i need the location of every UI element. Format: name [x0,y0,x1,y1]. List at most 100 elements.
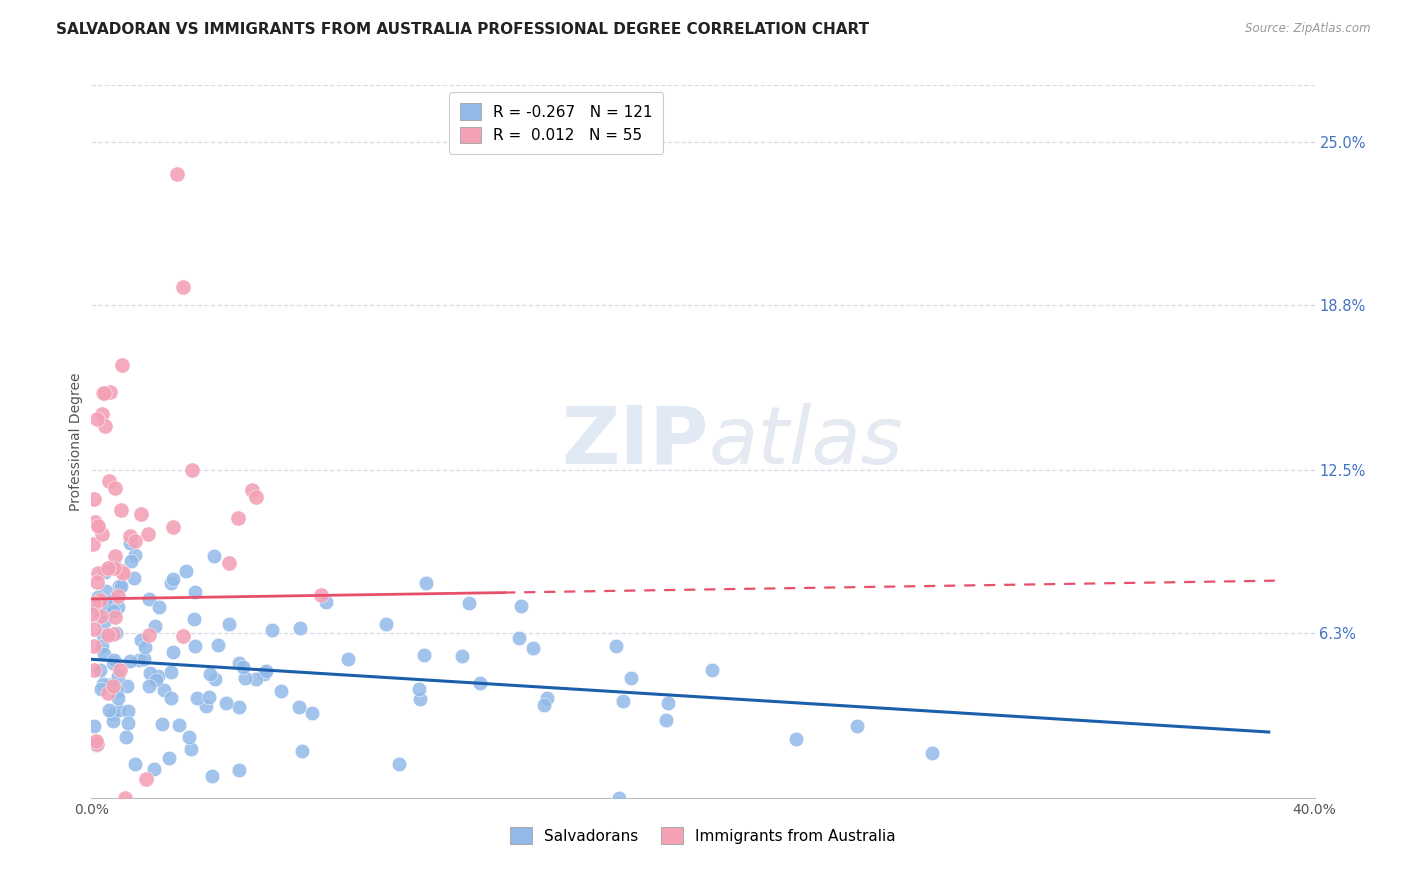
Point [89,663,111,677]
Point [98,385,121,400]
Point [91,677,114,691]
Point [107,690,129,705]
Point [245,672,267,686]
Point [470,676,492,690]
Point [111,566,134,581]
Point [118,536,141,550]
Point [97,703,120,717]
Point [207,638,229,652]
Point [104,558,127,573]
Point [83,491,105,506]
Point [409,692,432,706]
Point [135,772,157,787]
Point [522,640,544,655]
Point [160,665,183,680]
Point [145,673,167,687]
Point [117,704,139,718]
Point [388,756,411,771]
Point [612,694,634,708]
Point [657,696,679,710]
Point [702,664,724,678]
Point [90,527,112,541]
Point [204,672,226,686]
Point [288,621,311,635]
Point [184,584,207,599]
Point [124,571,146,585]
Point [94,584,117,599]
Point [103,592,125,607]
Point [159,691,181,706]
Point [148,669,170,683]
Point [107,599,129,614]
Point [253,667,276,681]
Point [111,359,134,373]
Point [218,556,240,570]
Point [94,418,117,433]
Point [101,714,124,728]
Point [104,549,127,563]
Point [157,750,180,764]
Point [134,640,156,654]
Point [107,578,129,592]
Point [654,713,676,727]
Point [228,763,250,777]
Point [607,791,630,805]
Text: ZIP: ZIP [562,402,709,481]
Point [228,657,250,671]
Point [118,529,141,543]
Point [83,596,105,610]
Point [83,622,105,636]
Point [83,664,105,678]
Text: SALVADORAN VS IMMIGRANTS FROM AUSTRALIA PROFESSIONAL DEGREE CORRELATION CHART: SALVADORAN VS IMMIGRANTS FROM AUSTRALIA … [56,22,869,37]
Point [103,561,125,575]
Point [98,678,121,692]
Point [162,645,184,659]
Point [90,681,112,696]
Point [620,671,643,685]
Point [162,573,184,587]
Point [270,684,292,698]
Point [228,511,250,525]
Point [82,537,104,551]
Point [107,589,129,603]
Point [408,681,430,696]
Point [117,716,139,731]
Point [91,386,114,401]
Point [110,579,132,593]
Point [451,648,474,663]
Point [90,609,112,624]
Point [103,481,125,495]
Point [143,618,166,632]
Point [138,592,160,607]
Point [215,696,238,710]
Point [129,633,152,648]
Point [605,639,627,653]
Point [108,703,131,717]
Point [374,617,396,632]
Point [97,686,120,700]
Point [114,791,136,805]
Point [91,628,114,642]
Point [415,576,437,591]
Point [262,623,284,637]
Point [336,652,359,666]
Point [136,527,159,541]
Point [153,683,176,698]
Point [309,588,332,602]
Point [510,599,533,613]
Point [103,653,125,667]
Text: atlas: atlas [709,402,904,481]
Point [103,679,125,693]
Point [90,599,112,614]
Point [91,407,114,421]
Point [97,598,120,612]
Point [315,594,337,608]
Point [120,554,142,568]
Point [110,564,132,578]
Point [87,566,110,580]
Point [198,666,221,681]
Point [83,639,105,653]
Point [148,600,170,615]
Point [93,647,115,661]
Point [124,534,146,549]
